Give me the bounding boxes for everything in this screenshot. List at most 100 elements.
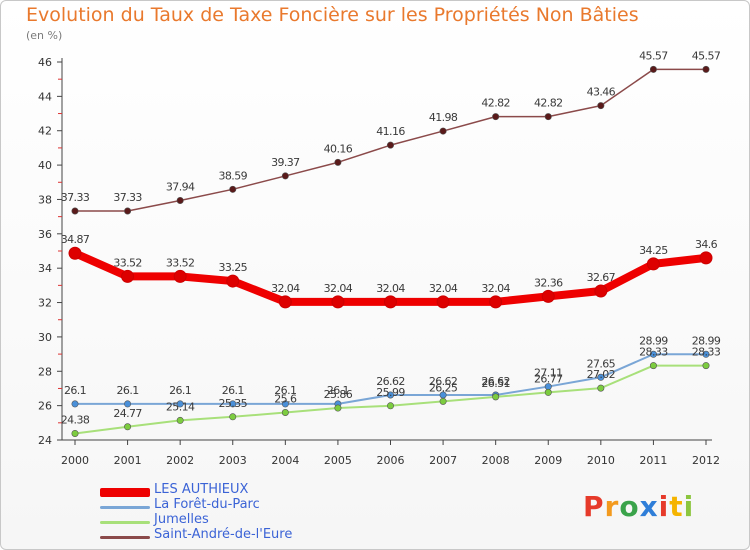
logo-letter: x <box>639 490 659 523</box>
data-label: 25.99 <box>376 386 405 399</box>
y-tick-label: 46 <box>38 56 52 69</box>
x-tick-label: 2008 <box>482 454 510 467</box>
y-axis-unit: (en %) <box>26 29 63 42</box>
data-label: 37.33 <box>113 191 142 204</box>
data-label: 37.94 <box>166 180 195 193</box>
data-label: 26.62 <box>429 375 458 388</box>
data-label: 32.04 <box>324 282 353 295</box>
data-point <box>68 246 82 260</box>
y-tick-label: 40 <box>38 159 52 172</box>
legend-swatch <box>100 505 150 509</box>
data-label: 26.62 <box>481 375 510 388</box>
data-point <box>71 429 79 437</box>
data-label: 34.87 <box>61 233 90 246</box>
data-label: 26.25 <box>429 381 458 394</box>
data-label: 38.59 <box>219 169 248 182</box>
data-label: 26.1 <box>117 384 139 397</box>
data-label: 43.46 <box>587 86 616 99</box>
data-point <box>176 196 184 204</box>
data-point <box>597 373 605 381</box>
data-point <box>439 397 447 405</box>
logo-letter: P <box>583 490 605 523</box>
data-point <box>71 207 79 215</box>
data-point <box>334 404 342 412</box>
data-label: 25.86 <box>324 388 353 401</box>
data-label: 27.11 <box>534 367 563 380</box>
x-tick-label: 2001 <box>114 454 142 467</box>
series-layer <box>68 65 713 437</box>
data-label: 37.33 <box>61 191 90 204</box>
data-point <box>176 416 184 424</box>
proxiti-logo: Proxiti <box>583 490 694 523</box>
logo-letter: i <box>683 490 695 523</box>
data-label: 27.02 <box>587 368 616 381</box>
data-label: 26.51 <box>481 377 510 390</box>
data-point <box>597 102 605 110</box>
x-tick-label: 2010 <box>587 454 615 467</box>
logo-letter: r <box>604 490 620 523</box>
data-point <box>278 295 292 309</box>
data-point <box>124 423 132 431</box>
data-label: 45.57 <box>639 49 668 62</box>
data-point <box>229 400 237 408</box>
data-label: 33.52 <box>113 256 142 269</box>
y-tick-label: 28 <box>38 365 52 378</box>
data-point <box>331 295 345 309</box>
data-label: 32.04 <box>429 282 458 295</box>
data-label: 26.77 <box>534 372 563 385</box>
x-tick-label: 2009 <box>534 454 562 467</box>
data-label: 28.99 <box>639 334 668 347</box>
data-label: 25.6 <box>274 393 297 406</box>
axes: 24 26 28 30 32 34 36 38 40 42 44 46 2000 2001 2002 2003… <box>38 56 720 467</box>
data-point <box>492 393 500 401</box>
y-tick-label: 38 <box>38 193 52 206</box>
data-point <box>436 295 450 309</box>
data-point <box>226 274 240 288</box>
y-tick-label: 26 <box>38 400 52 413</box>
data-label: 34.6 <box>695 238 718 251</box>
data-point <box>281 409 289 417</box>
data-point <box>173 269 187 283</box>
y-tick-label: 34 <box>38 262 52 275</box>
data-label: 45.57 <box>692 49 721 62</box>
data-label: 25.35 <box>219 397 248 410</box>
data-label: 26.62 <box>376 375 405 388</box>
logo-letter: o <box>619 490 640 523</box>
data-label: 26.1 <box>64 384 86 397</box>
data-point <box>649 65 657 73</box>
data-label: 28.99 <box>692 334 721 347</box>
data-label: 26.1 <box>274 384 296 397</box>
data-point <box>334 158 342 166</box>
legend-swatch <box>100 520 150 524</box>
data-point <box>702 362 710 370</box>
legend-label: Saint-André-de-l'Eure <box>154 527 293 542</box>
data-label: 32.04 <box>481 282 510 295</box>
data-point <box>71 400 79 408</box>
legend-label: LES AUTHIEUX <box>154 482 249 497</box>
data-point <box>649 350 657 358</box>
x-tick-label: 2000 <box>61 454 89 467</box>
logo-letter: t <box>669 490 684 523</box>
legend-swatch <box>100 535 150 539</box>
x-tick-label: 2012 <box>692 454 720 467</box>
data-label: 34.25 <box>639 244 668 257</box>
data-label: 41.98 <box>429 111 458 124</box>
data-point <box>384 295 397 309</box>
data-point <box>597 384 605 392</box>
data-label: 42.82 <box>481 97 510 110</box>
logo-letter: i <box>658 490 670 523</box>
x-tick-label: 2002 <box>166 454 194 467</box>
x-tick-label: 2003 <box>219 454 247 467</box>
x-tick-label: 2011 <box>639 454 667 467</box>
data-label: 42.82 <box>534 97 563 110</box>
data-point <box>541 289 555 303</box>
chart-title: Evolution du Taux de Taxe Foncière sur l… <box>26 4 639 26</box>
data-point <box>699 251 713 265</box>
data-point <box>439 127 447 135</box>
data-label: 39.37 <box>271 156 300 169</box>
y-tick-label: 30 <box>38 331 52 344</box>
data-point <box>386 391 394 399</box>
x-tick-label: 2006 <box>377 454 405 467</box>
y-tick-label: 32 <box>38 297 52 310</box>
